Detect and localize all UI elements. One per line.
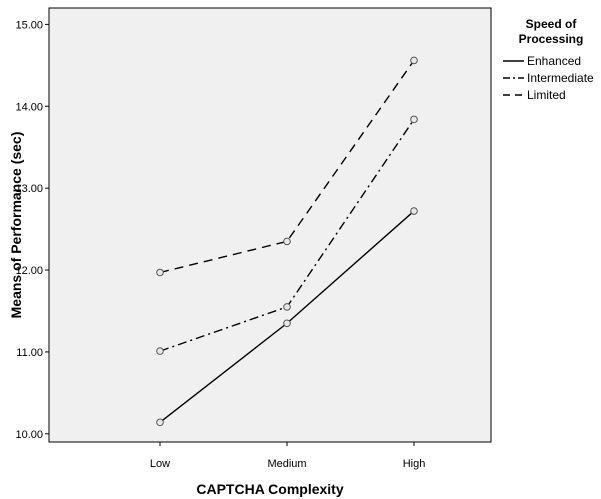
x-tick-label: Low — [150, 458, 170, 470]
data-point — [156, 268, 164, 277]
legend-label: Enhanced — [527, 54, 581, 68]
legend-title-line-1: Speed of — [526, 17, 578, 31]
y-tick-label: 15.00 — [15, 19, 43, 31]
series-line — [159, 60, 415, 274]
legend-items: Enhanced Intermediate Limited — [503, 54, 594, 102]
y-tick-label: 13.00 — [15, 183, 43, 195]
y-tick-label: 12.00 — [15, 265, 43, 277]
legend-label: Intermediate — [527, 71, 594, 85]
legend: Speed of Processing Enhanced Intermediate… — [503, 17, 594, 102]
data-point — [156, 347, 164, 355]
y-axis-title: Means of Performance (sec) — [8, 132, 24, 319]
series-limited — [156, 56, 418, 277]
data-point — [156, 418, 164, 427]
series-layer — [156, 56, 418, 427]
plot-area — [48, 7, 492, 443]
data-point — [283, 319, 291, 328]
y-tick-label: 11.00 — [16, 347, 43, 359]
data-point — [410, 115, 418, 124]
y-axis: 10.00 11.00 12.00 13.00 14.00 15.00 — [15, 19, 49, 441]
x-axis: Low Medium High — [150, 442, 425, 470]
legend-label: Limited — [527, 88, 566, 102]
series-enhanced — [156, 207, 418, 427]
data-point — [410, 207, 418, 215]
x-tick-label: High — [403, 458, 426, 470]
data-point — [410, 56, 418, 65]
series-intermediate — [156, 115, 418, 355]
y-tick-label: 14.00 — [15, 101, 43, 113]
x-tick-label: Medium — [267, 458, 306, 470]
legend-title-line-2: Processing — [519, 32, 584, 46]
data-point — [283, 303, 291, 311]
x-axis-title: CAPTCHA Complexity — [196, 481, 343, 497]
data-point — [283, 237, 291, 246]
y-tick-label: 10.00 — [15, 429, 43, 441]
